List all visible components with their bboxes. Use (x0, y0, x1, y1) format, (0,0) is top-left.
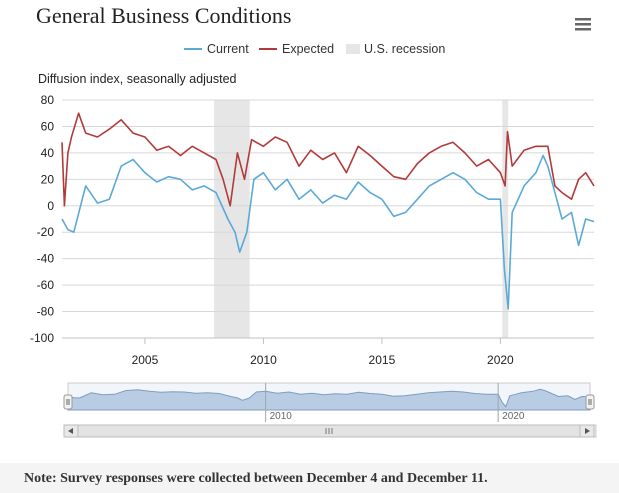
legend-item-recession[interactable]: U.S. recession (346, 42, 445, 56)
y-tick-label: 80 (41, 93, 55, 107)
navigator-handle-right[interactable] (585, 394, 595, 410)
legend-swatch-expected (259, 48, 277, 50)
y-tick-label: -20 (37, 225, 55, 239)
x-tick-label: 2010 (250, 353, 277, 367)
navigator-handle-left[interactable] (63, 394, 73, 410)
legend-item-expected[interactable]: Expected (259, 42, 334, 56)
hamburger-menu-icon[interactable] (570, 12, 596, 36)
legend-label-current: Current (207, 42, 249, 56)
chart-canvas: 80 60 40 20 0 -20 -40 -60 -80 -100 2005 2010 2015 20… (30, 93, 597, 438)
y-tick-label: 20 (41, 172, 55, 186)
navigator-label: 2020 (502, 411, 525, 422)
y-tick-label: -100 (30, 331, 54, 345)
y-tick-label: 60 (41, 119, 55, 133)
y-tick-label: -80 (37, 305, 55, 319)
y-tick-label: -40 (37, 252, 55, 266)
recession-band-1 (214, 100, 250, 338)
y-tick-label: -60 (37, 278, 55, 292)
chart-title: General Business Conditions (36, 3, 292, 28)
legend-label-expected: Expected (282, 42, 335, 56)
legend-item-current[interactable]: Current (184, 42, 249, 56)
arrow-left-icon (68, 428, 73, 434)
y-tick-label: 40 (41, 146, 55, 160)
legend-label-recession: U.S. recession (364, 42, 446, 56)
y-axis-title: Diffusion index, seasonally adjusted (38, 72, 237, 86)
recession-band-2 (502, 100, 509, 338)
navigator-series-area (67, 388, 591, 411)
series-line-expected[interactable] (61, 112, 595, 207)
y-tick-label: 0 (47, 199, 54, 213)
arrow-right-icon (585, 428, 590, 434)
x-tick-label: 2005 (132, 353, 159, 367)
series-line-current[interactable] (61, 154, 595, 310)
x-tick-label: 2020 (487, 353, 514, 367)
legend-swatch-current (184, 48, 202, 50)
navigator-label: 2010 (270, 411, 293, 422)
footnote-text: Note: Survey responses were collected be… (24, 471, 488, 486)
x-tick-label: 2015 (369, 353, 396, 367)
footnote-bar: Note: Survey responses were collected be… (0, 463, 619, 493)
legend-swatch-recession (346, 44, 360, 54)
